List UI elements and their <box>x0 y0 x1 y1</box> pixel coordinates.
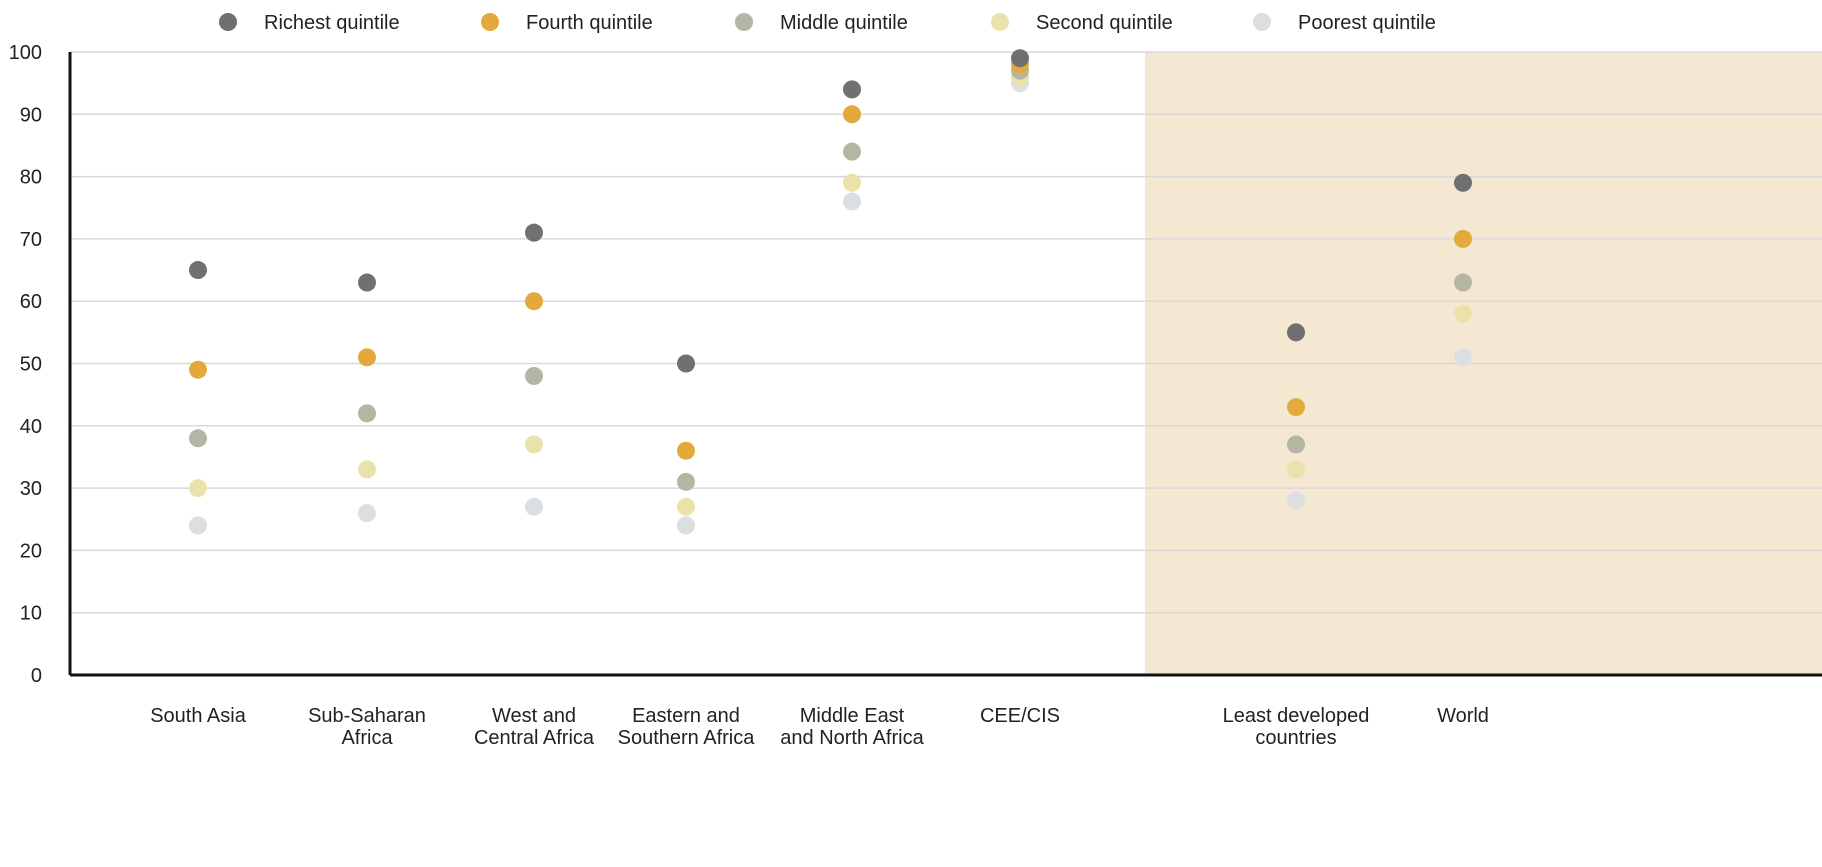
axes <box>68 52 1822 677</box>
data-point <box>1454 173 1472 192</box>
x-category-labels: South Asia Sub-Saharan Africa West and Centr… <box>150 705 1489 749</box>
data-point <box>525 435 543 454</box>
data-point <box>677 497 695 516</box>
data-point <box>843 192 861 211</box>
data-point <box>843 105 861 124</box>
y-tick-label: 100 <box>9 42 42 64</box>
category-label: Sub-Saharan Africa <box>308 705 426 749</box>
data-point <box>1454 348 1472 367</box>
y-tick-labels: 0 10 20 30 40 50 60 70 80 90 100 <box>9 42 42 687</box>
y-tick-label: 40 <box>20 416 42 438</box>
data-point <box>1454 273 1472 292</box>
data-point <box>358 348 376 367</box>
legend-marker <box>219 13 237 31</box>
data-point <box>189 516 207 535</box>
y-tick-label: 60 <box>20 291 42 313</box>
data-point <box>189 429 207 448</box>
legend-label: Poorest quintile <box>1298 12 1436 34</box>
data-point <box>358 273 376 292</box>
data-point <box>525 366 543 385</box>
legend-marker <box>991 13 1009 31</box>
data-point <box>677 516 695 535</box>
data-point <box>1287 491 1305 510</box>
data-point <box>189 261 207 280</box>
data-point <box>358 404 376 423</box>
data-point <box>677 354 695 373</box>
data-point <box>843 173 861 192</box>
data-point <box>1011 49 1029 68</box>
data-point <box>189 479 207 498</box>
data-point <box>1287 323 1305 342</box>
category-label: Least developed countries <box>1223 705 1370 749</box>
data-point <box>1454 229 1472 248</box>
data-point <box>1287 398 1305 417</box>
category-label: World <box>1437 705 1489 727</box>
data-point <box>1287 460 1305 479</box>
category-label: Eastern and Southern Africa <box>618 705 756 749</box>
y-tick-label: 30 <box>20 478 42 500</box>
category-label: Middle East and North Africa <box>780 705 924 749</box>
y-tick-label: 10 <box>20 603 42 625</box>
y-tick-label: 90 <box>20 104 42 126</box>
category-label: South Asia <box>150 705 247 727</box>
data-point <box>525 497 543 516</box>
legend: Richest quintile Fourth quintile Middle qu… <box>219 12 1436 34</box>
data-point <box>843 80 861 99</box>
data-point <box>677 441 695 460</box>
category-label: CEE/CIS <box>980 705 1060 727</box>
data-point <box>1287 435 1305 454</box>
legend-label: Fourth quintile <box>526 12 653 34</box>
y-tick-label: 80 <box>20 167 42 189</box>
data-point <box>1454 304 1472 323</box>
data-point <box>189 360 207 379</box>
data-points <box>189 49 1472 535</box>
y-tick-label: 70 <box>20 229 42 251</box>
legend-marker <box>735 13 753 31</box>
gridlines <box>70 51 1822 614</box>
data-point <box>525 292 543 311</box>
legend-marker <box>1253 13 1271 31</box>
category-label: West and Central Africa <box>474 705 595 749</box>
data-point <box>358 504 376 523</box>
legend-label: Richest quintile <box>264 12 400 34</box>
data-point <box>525 223 543 242</box>
y-tick-label: 20 <box>20 540 42 562</box>
data-point <box>677 472 695 491</box>
data-point <box>843 142 861 161</box>
legend-label: Middle quintile <box>780 12 908 34</box>
y-tick-label: 0 <box>31 665 42 687</box>
data-point <box>358 460 376 479</box>
legend-label: Second quintile <box>1036 12 1173 34</box>
y-tick-label: 50 <box>20 354 42 376</box>
legend-marker <box>481 13 499 31</box>
